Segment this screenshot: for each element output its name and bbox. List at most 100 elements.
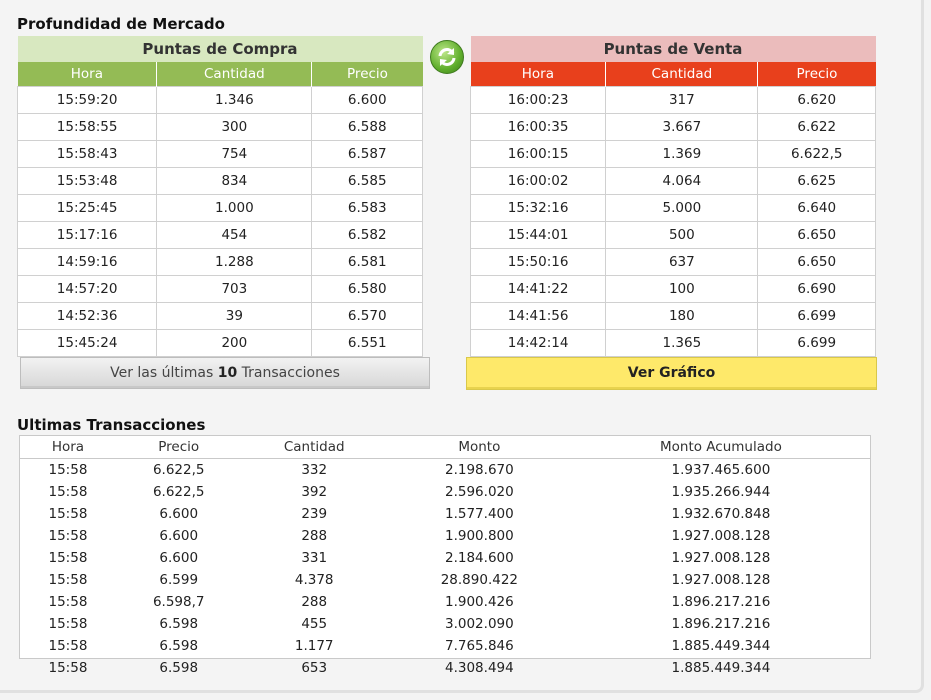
- sell-order-row-cell: 14:41:22: [469, 275, 607, 303]
- sell-order-row: 15:50:16 637 6.650: [469, 248, 876, 276]
- buy-col-cantidad: Cantidad: [156, 62, 312, 87]
- transaction-row-cell: 15:58: [48, 594, 88, 610]
- sell-order-row-cell: 15:44:01: [469, 221, 607, 249]
- buy-order-row-cell: 300: [156, 113, 313, 141]
- buy-orders-title: Puntas de Compra: [17, 36, 423, 62]
- buy-order-row-cell: 6.582: [311, 221, 423, 249]
- transaction-row-cell: 7.765.846: [445, 638, 514, 654]
- trans-col-monto: Monto: [386, 436, 572, 459]
- sell-col-cantidad: Cantidad: [605, 62, 758, 87]
- sell-order-row-cell: 3.667: [605, 113, 759, 141]
- buy-order-row-cell: 1.346: [156, 86, 313, 114]
- buy-order-row: 15:58:55 300 6.588: [16, 113, 423, 141]
- transaction-row-cell: 1.900.800: [445, 528, 514, 544]
- sell-order-row-cell: 6.625: [757, 167, 876, 195]
- buy-col-precio: Precio: [311, 62, 423, 87]
- sell-order-row-cell: 14:41:56: [469, 302, 607, 330]
- transaction-row-cell: 6.622,5: [152, 484, 205, 500]
- transaction-row-cell: 1.900.426: [445, 594, 514, 610]
- trans-col-cantidad: Cantidad: [241, 436, 387, 459]
- transaction-row-cell: 331: [301, 550, 328, 566]
- transaction-row: 15:58 6.600 239 1.577.400 1.932.670.848: [20, 503, 870, 525]
- transaction-row-cell: 28.890.422: [440, 572, 518, 588]
- sell-order-row-cell: 1.365: [605, 329, 759, 357]
- buy-order-row-cell: 6.551: [311, 329, 423, 357]
- transaction-row-cell: 6.600: [159, 506, 199, 522]
- sell-order-row: 16:00:23 317 6.620: [469, 86, 876, 114]
- transaction-row-cell: 2.596.020: [445, 484, 514, 500]
- buy-order-row-cell: 6.583: [311, 194, 423, 222]
- view-last-prefix: Ver las últimas: [110, 365, 214, 381]
- buy-order-row: 15:25:45 1.000 6.583: [16, 194, 423, 222]
- buy-order-row: 14:57:20 703 6.580: [16, 275, 423, 303]
- transaction-row-cell: 455: [301, 616, 328, 632]
- transaction-row-cell: 4.378: [294, 572, 334, 588]
- buy-order-row: 15:59:20 1.346 6.600: [16, 86, 423, 114]
- sell-order-row-cell: 100: [605, 275, 759, 303]
- buy-order-row-cell: 6.587: [311, 140, 423, 168]
- sell-order-row: 16:00:15 1.369 6.622,5: [469, 140, 876, 168]
- sell-order-row-cell: 15:50:16: [469, 248, 607, 276]
- transaction-row-cell: 1.885.449.344: [671, 660, 771, 676]
- trans-col-hora: Hora: [20, 436, 116, 459]
- transaction-row-cell: 1.935.266.944: [671, 484, 771, 500]
- transaction-row-cell: 15:58: [48, 638, 88, 654]
- buy-orders-body: 15:59:20 1.346 6.600 15:58:55 300 6.588 15:58:…: [16, 86, 423, 357]
- buy-order-row-cell: 14:57:20: [16, 275, 158, 303]
- transaction-row-cell: 1.937.465.600: [671, 462, 771, 478]
- sell-orders-table: Puntas de Venta Hora Cantidad Precio 16:…: [469, 36, 876, 357]
- sell-orders-title: Puntas de Venta: [470, 36, 876, 62]
- transaction-row-cell: 239: [301, 506, 328, 522]
- transaction-row-cell: 332: [301, 462, 328, 478]
- buy-order-row-cell: 15:45:24: [16, 329, 158, 357]
- transaction-row-cell: 1.932.670.848: [671, 506, 771, 522]
- transaction-row: 15:58 6.598,7 288 1.900.426 1.896.217.216: [20, 591, 870, 613]
- transaction-row-cell: 15:58: [48, 528, 88, 544]
- sell-order-row: 14:41:22 100 6.690: [469, 275, 876, 303]
- transaction-row-cell: 4.308.494: [445, 660, 514, 676]
- buy-order-row-cell: 15:25:45: [16, 194, 158, 222]
- transaction-row-cell: 1.896.217.216: [671, 616, 771, 632]
- buy-order-row-cell: 834: [156, 167, 313, 195]
- sell-order-row-cell: 16:00:23: [469, 86, 607, 114]
- sell-order-row-cell: 15:32:16: [469, 194, 607, 222]
- view-chart-button[interactable]: Ver Gráfico: [466, 357, 877, 390]
- transaction-row-cell: 6.599: [159, 572, 199, 588]
- transaction-row: 15:58 6.600 288 1.900.800 1.927.008.128: [20, 525, 870, 547]
- transaction-row-cell: 6.598: [159, 616, 199, 632]
- sell-order-row-cell: 6.690: [757, 275, 876, 303]
- sell-orders-body: 16:00:23 317 6.620 16:00:35 3.667 6.622 16:00:…: [469, 86, 876, 357]
- transaction-row-cell: 6.600: [159, 528, 199, 544]
- sell-order-row-cell: 6.620: [757, 86, 876, 114]
- buy-order-row-cell: 200: [156, 329, 313, 357]
- buy-order-row-cell: 15:59:20: [16, 86, 158, 114]
- sell-order-row: 14:42:14 1.365 6.699: [469, 329, 876, 357]
- transaction-row-cell: 6.598,7: [152, 594, 205, 610]
- buy-order-row-cell: 15:17:16: [16, 221, 158, 249]
- transactions-panel: Hora Precio Cantidad Monto Monto Acumula…: [19, 435, 871, 676]
- transaction-row-cell: 15:58: [48, 506, 88, 522]
- sell-order-row-cell: 317: [605, 86, 759, 114]
- transaction-row-cell: 392: [301, 484, 328, 500]
- sell-order-row-cell: 6.650: [757, 248, 876, 276]
- transaction-row-cell: 2.184.600: [445, 550, 514, 566]
- refresh-button[interactable]: [430, 40, 464, 74]
- sell-col-precio: Precio: [757, 62, 876, 87]
- buy-order-row: 15:53:48 834 6.585: [16, 167, 423, 195]
- trans-col-monto-acumulado: Monto Acumulado: [571, 436, 870, 459]
- sell-order-row-cell: 5.000: [605, 194, 759, 222]
- transaction-row: 15:58 6.599 4.378 28.890.422 1.927.008.128: [20, 569, 870, 591]
- view-last-transactions-button[interactable]: Ver las últimas 10 Transacciones: [20, 357, 430, 389]
- sell-order-row: 16:00:35 3.667 6.622: [469, 113, 876, 141]
- view-last-suffix: Transacciones: [241, 365, 340, 381]
- transaction-row-cell: 1.896.217.216: [671, 594, 771, 610]
- trans-col-precio: Precio: [115, 436, 242, 459]
- buy-order-row-cell: 39: [156, 302, 313, 330]
- buy-order-row: 15:58:43 754 6.587: [16, 140, 423, 168]
- transaction-row: 15:58 6.598 1.177 7.765.846 1.885.449.344: [20, 635, 870, 657]
- sell-order-row: 16:00:02 4.064 6.625: [469, 167, 876, 195]
- sell-order-row-cell: 6.699: [757, 302, 876, 330]
- buy-order-row-cell: 703: [156, 275, 313, 303]
- refresh-icon: [438, 48, 456, 66]
